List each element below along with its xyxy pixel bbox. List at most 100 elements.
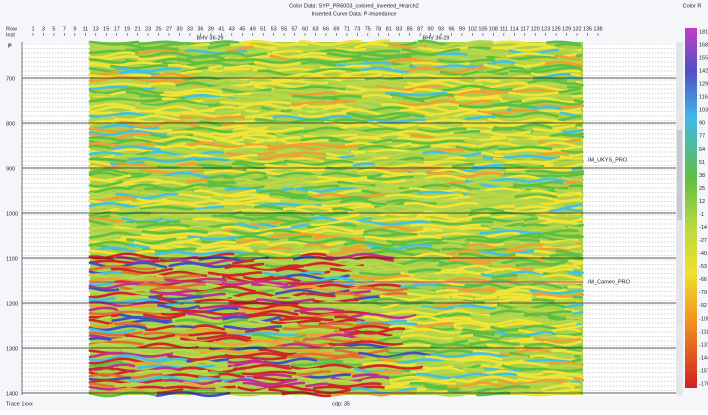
- trace-number: 3: [42, 26, 45, 32]
- depth-label: 700: [6, 76, 15, 82]
- depth-label: 800: [6, 121, 15, 127]
- trace-number: 132: [572, 26, 581, 32]
- seismic-window: Color Data: SYP_PR6003_colored_inverted_…: [0, 0, 708, 410]
- seismic-band: [569, 227, 581, 229]
- trace-number: 7: [63, 26, 66, 32]
- seismic-band: [556, 44, 580, 46]
- trace-number: 87: [417, 26, 423, 32]
- seismic-band: [137, 222, 157, 223]
- seismic-band: [442, 270, 462, 271]
- colorbar-label: 155: [699, 56, 708, 62]
- colorbar-label: -53: [699, 264, 707, 270]
- trace-number: 36: [197, 26, 203, 32]
- p-label: P: [8, 43, 12, 49]
- trace-number: 108: [489, 26, 498, 32]
- seismic-band: [150, 83, 174, 84]
- trace-number: 39: [208, 26, 214, 32]
- trace-number: 105: [478, 26, 487, 32]
- colorbar-label: 168: [699, 42, 708, 48]
- colorbar-label: 64: [699, 147, 705, 153]
- colorbar-label: -66: [699, 277, 707, 283]
- trace-number: 114: [510, 26, 519, 32]
- trace-number: 1: [31, 26, 34, 32]
- seismic-band: [568, 87, 580, 88]
- trace-number: 111: [500, 26, 508, 32]
- seismic-band: [564, 182, 580, 183]
- trace-number: 123: [541, 26, 550, 32]
- depth-label: 1200: [6, 301, 18, 307]
- trace-number: 9: [73, 26, 76, 32]
- trace-number: 90: [428, 26, 434, 32]
- colorbar-label: -170: [699, 381, 708, 387]
- trace-number: 85: [407, 26, 413, 32]
- seismic-band: [469, 48, 489, 49]
- trace-number: 83: [396, 26, 402, 32]
- seismic-section: [90, 41, 583, 397]
- seismic-band: [572, 382, 580, 383]
- trace-number: 99: [459, 26, 465, 32]
- colorbar-label: -1: [699, 212, 704, 218]
- seismic-band: [215, 195, 235, 197]
- trace-number: 69: [333, 26, 339, 32]
- trace-number: 129: [562, 26, 571, 32]
- header-subtitle: Inserted Curve Data: P-Impedance: [312, 11, 397, 17]
- seismic-band: [574, 263, 582, 264]
- colorbar-label: 38: [699, 173, 705, 179]
- seismic-band: [175, 327, 195, 328]
- trace-number: 5: [52, 26, 55, 32]
- horizon-label: IM_Cameo_PRO: [588, 279, 631, 285]
- seismic-band: [563, 384, 579, 385]
- seismic-band: [570, 154, 582, 155]
- seismic-band: [571, 251, 583, 252]
- colorbar-label: -105: [699, 316, 708, 322]
- colorbar-label: 103: [699, 108, 708, 114]
- trace-number: 33: [187, 26, 193, 32]
- trace-number: 49: [250, 26, 256, 32]
- trace-number: 78: [375, 26, 381, 32]
- seismic-band: [346, 66, 370, 67]
- colorbar-label: -157: [699, 368, 708, 374]
- seismic-band: [573, 360, 581, 362]
- scroll-thumb[interactable]: [677, 130, 682, 220]
- trace-number: 96: [448, 26, 454, 32]
- status-left: Trace 1xxx: [6, 401, 33, 407]
- seismic-band: [503, 357, 527, 359]
- trace-number: 57: [292, 26, 298, 32]
- trace-number: 55: [281, 26, 287, 32]
- depth-label: 1400: [6, 391, 18, 397]
- trace-number: 25: [155, 26, 161, 32]
- well-label: BHV 36-29: [197, 35, 224, 41]
- seismic-band: [158, 167, 178, 168]
- colorbar-label: 77: [699, 134, 705, 140]
- seismic-band: [569, 287, 581, 288]
- colorbar: [685, 28, 697, 388]
- seismic-band: [437, 290, 457, 291]
- seismic-band: [90, 49, 126, 50]
- trace-number: 27: [166, 26, 172, 32]
- seismic-band: [575, 159, 579, 160]
- seismic-band: [90, 112, 110, 113]
- seismic-band: [314, 387, 346, 388]
- trace-number: 66: [323, 26, 329, 32]
- colorbar-label: 51: [699, 160, 705, 166]
- trace-number: 60: [302, 26, 308, 32]
- seismic-band: [521, 341, 541, 342]
- depth-label: 1100: [6, 256, 18, 262]
- trace-number: 43: [229, 26, 235, 32]
- trace-number: 73: [354, 26, 360, 32]
- seismic-band: [556, 190, 580, 191]
- colorbar-label: 90: [699, 121, 705, 127]
- seismic-band: [138, 366, 214, 368]
- trace-number: 41: [218, 26, 224, 32]
- trace-number: 45: [239, 26, 245, 32]
- depth-label: 900: [6, 166, 15, 172]
- colorbar-label: -14: [699, 225, 707, 231]
- trace-number: 75: [365, 26, 371, 32]
- trace-number: 19: [124, 26, 130, 32]
- colorbar-label: 12: [699, 199, 705, 205]
- seismic-band: [249, 51, 273, 52]
- trace-number: 51: [260, 26, 266, 32]
- trace-number: 120: [531, 26, 540, 32]
- colorbar-label: -118: [699, 329, 708, 335]
- colorbar-label: -144: [699, 355, 708, 361]
